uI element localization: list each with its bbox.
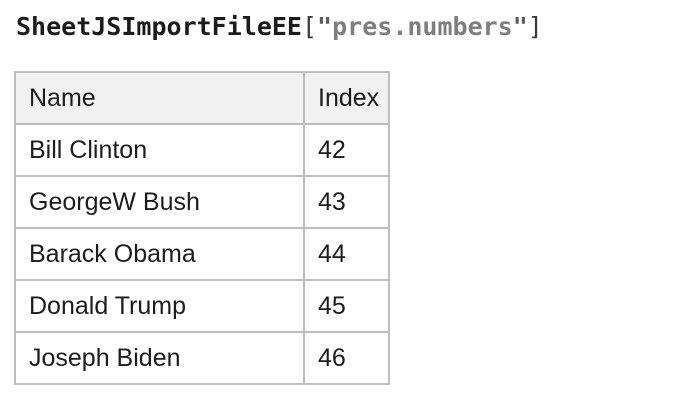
name-cell: GeorgeW Bush [14, 175, 305, 229]
page-title: SheetJSImportFileEE["pres.numbers"] [16, 12, 684, 42]
table-row: Donald Trump 45 [14, 279, 390, 333]
index-cell: 43 [303, 175, 390, 229]
title-string-value: pres.numbers [332, 12, 513, 41]
index-cell: 42 [303, 123, 390, 177]
table-row: Barack Obama 44 [14, 227, 390, 281]
table-header-row: Name Index [14, 71, 390, 125]
index-cell: 44 [303, 227, 390, 281]
title-open-quote: " [317, 12, 333, 41]
table-row: Bill Clinton 42 [14, 123, 390, 177]
name-cell: Barack Obama [14, 227, 305, 281]
column-header-index: Index [303, 71, 390, 125]
column-header-name: Name [14, 71, 305, 125]
table-body: Bill Clinton 42 GeorgeW Bush 43 Barack O… [14, 123, 390, 385]
title-open-bracket: [ [301, 12, 318, 41]
presidents-table: Name Index Bill Clinton 42 GeorgeW Bush … [14, 71, 390, 385]
title-function-name: SheetJSImportFileEE [16, 12, 302, 41]
title-close-quote: " [512, 12, 528, 41]
table-row: Joseph Biden 46 [14, 331, 390, 385]
table-header: Name Index [14, 71, 390, 125]
name-cell: Joseph Biden [14, 331, 305, 385]
name-cell: Bill Clinton [14, 123, 305, 177]
title-close-bracket: ] [527, 12, 543, 41]
name-cell: Donald Trump [14, 279, 305, 333]
index-cell: 46 [303, 331, 390, 385]
index-cell: 45 [303, 279, 390, 333]
table-row: GeorgeW Bush 43 [14, 175, 390, 229]
